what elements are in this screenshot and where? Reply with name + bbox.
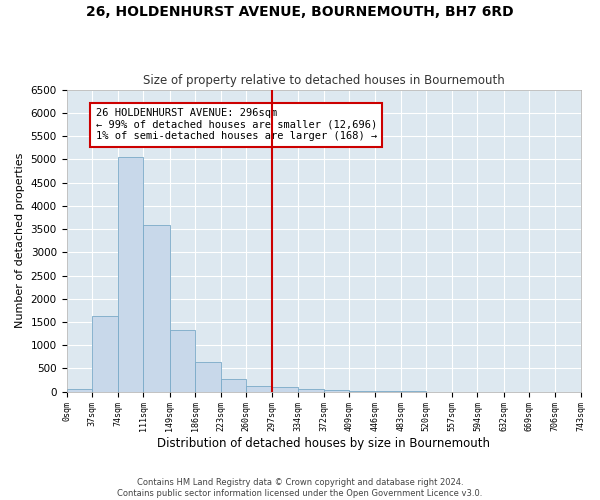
Bar bbox=[195, 362, 221, 392]
Text: Contains HM Land Registry data © Crown copyright and database right 2024.
Contai: Contains HM Land Registry data © Crown c… bbox=[118, 478, 482, 498]
Bar bbox=[67, 390, 92, 392]
Text: 26 HOLDENHURST AVENUE: 296sqm
← 99% of detached houses are smaller (12,696)
1% o: 26 HOLDENHURST AVENUE: 296sqm ← 99% of d… bbox=[95, 108, 377, 142]
Text: 26, HOLDENHURST AVENUE, BOURNEMOUTH, BH7 6RD: 26, HOLDENHURST AVENUE, BOURNEMOUTH, BH7… bbox=[86, 5, 514, 19]
X-axis label: Distribution of detached houses by size in Bournemouth: Distribution of detached houses by size … bbox=[157, 437, 490, 450]
Bar bbox=[298, 389, 324, 392]
Bar bbox=[272, 387, 298, 392]
Bar bbox=[324, 390, 349, 392]
Bar bbox=[170, 330, 195, 392]
Bar bbox=[92, 316, 118, 392]
Bar bbox=[349, 391, 375, 392]
Title: Size of property relative to detached houses in Bournemouth: Size of property relative to detached ho… bbox=[143, 74, 505, 87]
Bar bbox=[247, 386, 272, 392]
Y-axis label: Number of detached properties: Number of detached properties bbox=[15, 153, 25, 328]
Bar bbox=[143, 226, 170, 392]
Bar bbox=[118, 157, 143, 392]
Bar bbox=[221, 379, 247, 392]
